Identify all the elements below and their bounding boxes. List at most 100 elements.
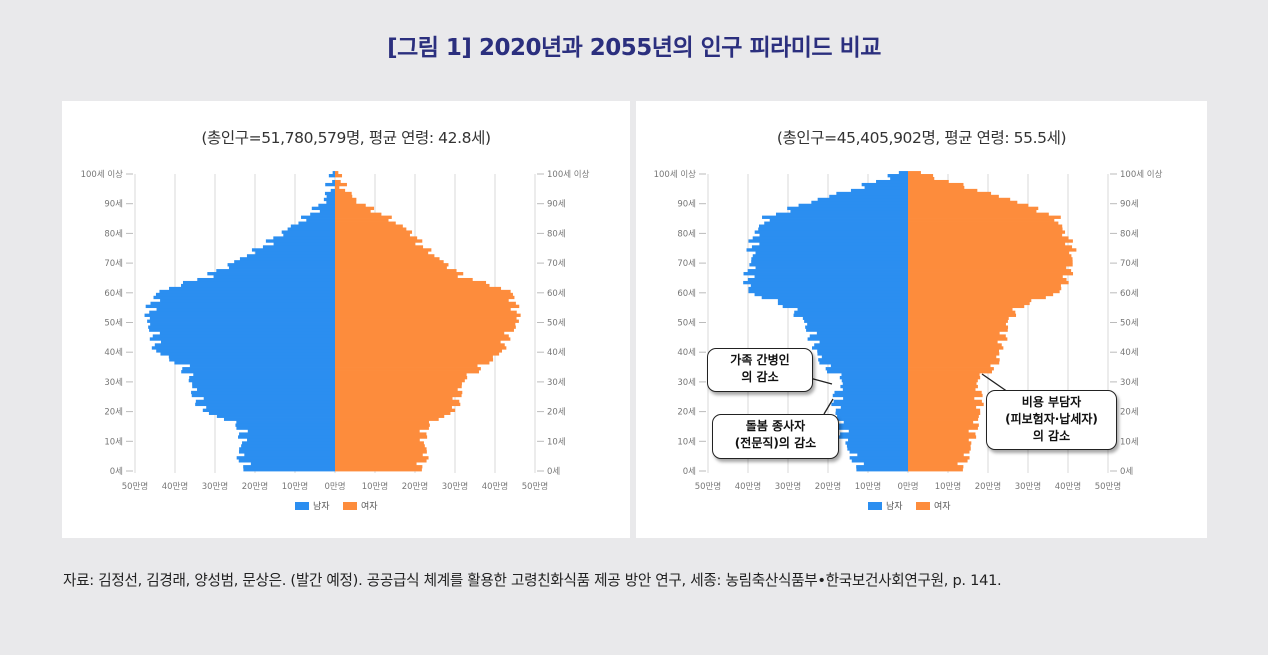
male-bar bbox=[809, 334, 908, 338]
female-bar bbox=[908, 230, 1066, 234]
male-bar bbox=[213, 275, 335, 279]
male-bar bbox=[193, 373, 335, 377]
female-bar bbox=[335, 396, 453, 401]
female-bar bbox=[335, 221, 396, 225]
female-bar bbox=[908, 286, 1062, 291]
male-bar bbox=[318, 203, 335, 208]
female-bar bbox=[335, 337, 511, 341]
female-bar bbox=[335, 465, 423, 469]
male-bar bbox=[228, 266, 335, 270]
female-bar bbox=[908, 233, 1063, 237]
male-bar bbox=[247, 438, 335, 442]
y-tick-label-right: 90세 bbox=[547, 200, 566, 210]
male-bar bbox=[241, 444, 335, 448]
female-bar bbox=[908, 242, 1066, 246]
female-bar bbox=[335, 364, 478, 368]
female-bar bbox=[335, 411, 451, 415]
female-bar bbox=[335, 387, 458, 392]
female-bar bbox=[908, 411, 981, 415]
female-bar bbox=[335, 277, 473, 282]
male-bar bbox=[843, 420, 908, 424]
female-bar bbox=[335, 191, 352, 196]
male-bar bbox=[149, 310, 335, 314]
male-bar bbox=[761, 295, 908, 300]
female-bar bbox=[335, 304, 520, 309]
y-tick-label-right: 90세 bbox=[1120, 200, 1139, 210]
y-tick-label-left: 80세 bbox=[677, 229, 696, 239]
male-bar bbox=[262, 245, 335, 249]
female-bar bbox=[335, 212, 382, 216]
female-bar bbox=[908, 349, 1000, 353]
male-bar bbox=[805, 325, 908, 329]
male-bar bbox=[223, 417, 335, 421]
male-bar bbox=[250, 462, 335, 466]
female-bar bbox=[335, 230, 413, 234]
female-bar bbox=[335, 251, 429, 255]
legend-swatch-female bbox=[916, 502, 930, 510]
female-bar bbox=[908, 221, 1059, 225]
female-bar bbox=[908, 435, 977, 439]
male-bar bbox=[842, 387, 908, 392]
male-bar bbox=[861, 182, 908, 187]
female-bar bbox=[908, 453, 964, 457]
female-bar bbox=[908, 260, 1073, 264]
female-bar bbox=[335, 373, 467, 377]
female-bar bbox=[908, 429, 969, 433]
male-bar bbox=[236, 420, 335, 424]
male-bar bbox=[840, 432, 908, 436]
y-tick-label-left: 80세 bbox=[104, 229, 123, 239]
male-bar bbox=[777, 298, 908, 303]
y-tick-label-right: 100세 이상 bbox=[1120, 169, 1163, 180]
male-bar bbox=[145, 304, 335, 309]
female-bar bbox=[335, 215, 392, 219]
male-bar bbox=[191, 393, 335, 398]
female-bar bbox=[335, 435, 428, 439]
male-bar bbox=[311, 206, 335, 211]
male-bar bbox=[323, 197, 335, 202]
male-bar bbox=[837, 417, 908, 421]
pyramid-chart-2020: 50만명 40만명 30만명 20만명 10만명 0만명 10만명 20만명 30만명 40만명 5… bbox=[81, 169, 590, 512]
female-bar bbox=[335, 236, 418, 240]
female-bar bbox=[335, 188, 346, 193]
female-bar bbox=[335, 182, 347, 187]
x-tick-label: 50만명 bbox=[522, 481, 548, 492]
x-tick-label: 10만명 bbox=[855, 481, 881, 492]
female-bar bbox=[908, 236, 1069, 240]
female-bar bbox=[908, 468, 963, 472]
y-tick-label-right: 40세 bbox=[547, 348, 566, 358]
male-bar bbox=[748, 289, 908, 294]
annotation-line: 의 감소 bbox=[1032, 429, 1071, 443]
male-bar bbox=[840, 384, 908, 389]
male-bar bbox=[234, 260, 335, 264]
male-bar bbox=[150, 322, 335, 326]
y-tick-label-right: 30세 bbox=[547, 378, 566, 388]
male-bar bbox=[301, 215, 335, 219]
male-bar bbox=[769, 218, 908, 222]
female-bar bbox=[908, 408, 981, 412]
male-bar bbox=[764, 221, 908, 225]
female-bar bbox=[335, 257, 440, 261]
female-bar bbox=[908, 304, 1025, 309]
callout-pointer bbox=[981, 373, 1009, 393]
male-bar bbox=[216, 269, 335, 273]
female-bar bbox=[908, 174, 934, 178]
female-bar bbox=[908, 456, 970, 460]
female-bar bbox=[908, 212, 1049, 216]
male-bar bbox=[835, 411, 908, 415]
male-bar bbox=[328, 174, 335, 178]
male-bar bbox=[151, 346, 335, 350]
y-tick-label-left: 20세 bbox=[677, 408, 696, 418]
male-bar bbox=[324, 191, 335, 196]
male-bar bbox=[746, 248, 908, 252]
y-tick-label-right: 20세 bbox=[547, 408, 566, 418]
female-bar bbox=[908, 367, 994, 371]
male-bar bbox=[207, 272, 335, 276]
female-bar bbox=[335, 194, 353, 199]
male-bar bbox=[273, 242, 335, 246]
female-bar bbox=[335, 343, 505, 347]
male-bar bbox=[182, 367, 335, 371]
female-bar bbox=[908, 283, 1061, 288]
female-bar bbox=[335, 203, 366, 208]
male-bar bbox=[834, 390, 908, 395]
y-tick-label-right: 50세 bbox=[547, 319, 566, 329]
